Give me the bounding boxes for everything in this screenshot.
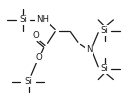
Text: Si: Si xyxy=(101,64,108,73)
Text: Si: Si xyxy=(101,26,108,35)
Text: O: O xyxy=(33,31,40,40)
Text: NH: NH xyxy=(36,15,49,24)
Text: Si: Si xyxy=(20,15,27,24)
Text: Si: Si xyxy=(25,77,33,86)
Text: O: O xyxy=(35,53,42,62)
Text: N: N xyxy=(86,45,93,54)
